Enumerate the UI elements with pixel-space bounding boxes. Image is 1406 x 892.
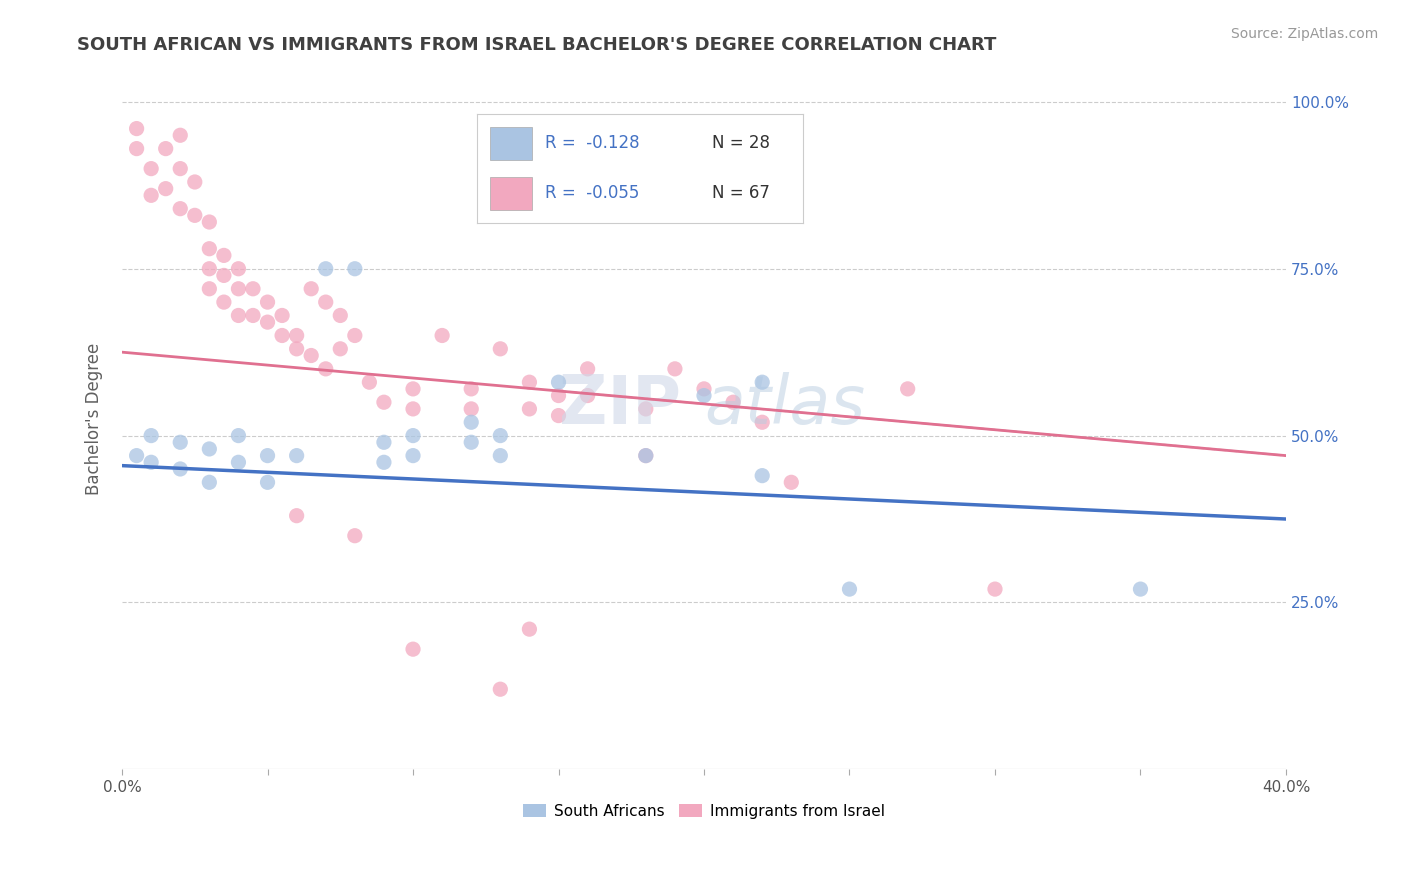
Point [373,435,395,450]
Text: atlas: atlas [704,372,865,438]
Point [547,375,569,389]
Point [519,622,541,636]
Point [373,455,395,469]
Text: Source: ZipAtlas.com: Source: ZipAtlas.com [1230,27,1378,41]
Point [897,382,920,396]
Point [634,401,657,416]
Point [489,682,512,697]
Point [984,582,1007,596]
Point [460,382,482,396]
Point [141,161,163,176]
Point [343,529,366,543]
Point [285,328,308,343]
Point [460,401,482,416]
Point [634,449,657,463]
Point [141,428,163,442]
Point [693,388,716,402]
Legend: South Africans, Immigrants from Israel: South Africans, Immigrants from Israel [517,797,891,825]
Point [664,362,686,376]
Point [634,449,657,463]
Text: ZIP: ZIP [558,372,681,438]
Point [212,268,235,283]
Point [285,508,308,523]
Point [184,208,207,222]
Point [315,295,337,310]
Point [402,449,425,463]
Point [169,128,191,143]
Point [693,382,716,396]
Point [751,375,773,389]
Point [359,375,381,389]
Point [198,475,221,490]
Point [271,309,294,323]
Point [373,395,395,409]
Point [141,188,163,202]
Point [228,282,250,296]
Point [576,388,599,402]
Point [212,295,235,310]
Point [489,342,512,356]
Point [343,261,366,276]
Point [184,175,207,189]
Point [228,455,250,469]
Point [547,409,569,423]
Point [198,242,221,256]
Point [489,428,512,442]
Point [751,415,773,429]
Point [155,181,177,195]
Point [780,475,803,490]
Point [329,342,352,356]
Point [198,442,221,456]
Text: SOUTH AFRICAN VS IMMIGRANTS FROM ISRAEL BACHELOR'S DEGREE CORRELATION CHART: SOUTH AFRICAN VS IMMIGRANTS FROM ISRAEL … [77,36,997,54]
Point [212,248,235,262]
Point [299,282,322,296]
Point [125,449,148,463]
Point [169,435,191,450]
Point [519,375,541,389]
Point [169,202,191,216]
Point [256,449,278,463]
Point [299,349,322,363]
Point [256,315,278,329]
Point [256,295,278,310]
Point [125,121,148,136]
Point [489,449,512,463]
Point [228,261,250,276]
Point [430,328,453,343]
Point [141,455,163,469]
Point [402,401,425,416]
Point [402,642,425,657]
Point [329,309,352,323]
Point [198,215,221,229]
Point [315,362,337,376]
Point [285,449,308,463]
Point [576,362,599,376]
Point [155,142,177,156]
Point [198,261,221,276]
Point [1129,582,1152,596]
Point [256,475,278,490]
Point [751,468,773,483]
Point [169,161,191,176]
Point [402,382,425,396]
Point [402,428,425,442]
Point [460,415,482,429]
Point [547,388,569,402]
Point [343,328,366,343]
Point [242,282,264,296]
Point [271,328,294,343]
Point [721,395,744,409]
Point [315,261,337,276]
Point [242,309,264,323]
Point [169,462,191,476]
Point [228,309,250,323]
Point [228,428,250,442]
Y-axis label: Bachelor's Degree: Bachelor's Degree [86,343,103,495]
Point [460,435,482,450]
Point [838,582,860,596]
Point [285,342,308,356]
Point [519,401,541,416]
Point [198,282,221,296]
Point [125,142,148,156]
